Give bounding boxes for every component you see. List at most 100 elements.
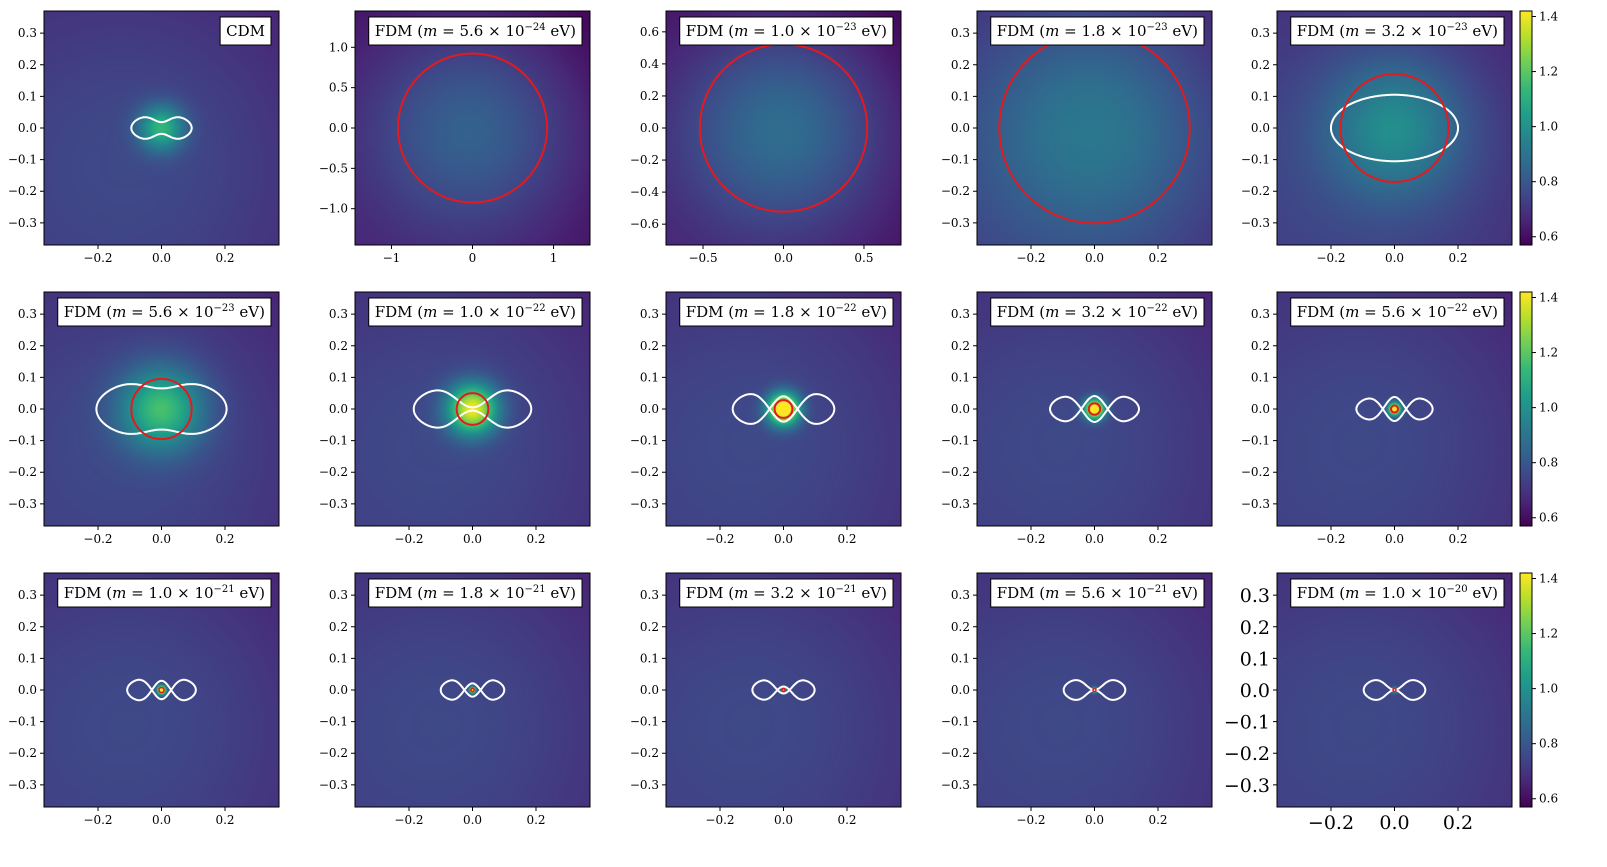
y-tick-label: 0.2 — [951, 58, 970, 72]
panel-14: −0.2 0.0 0.2 −0.3 −0.2 −0.1 0.0 0.1 0.2 0.3 FDM (m… — [941, 572, 1213, 827]
y-tick-label: −0.3 — [8, 778, 37, 792]
x-tick-label: 0.2 — [1148, 532, 1167, 546]
panel-15: −0.2 0.0 0.2 −0.3 −0.2 −0.1 0.0 0.1 0.2 0.3 FDM (m… — [1224, 572, 1513, 834]
halo-contour — [1355, 396, 1434, 422]
halo-contour — [1362, 679, 1427, 701]
x-tick-label: 0.0 — [774, 813, 793, 827]
x-tick-label: 0.2 — [1148, 813, 1167, 827]
x-tick-label: −0.2 — [705, 813, 734, 827]
y-tick-label: 1.0 — [329, 40, 348, 54]
y-tick-label: −0.2 — [630, 746, 659, 760]
colorbar-tick-label: 1.4 — [1539, 291, 1558, 305]
y-tick-label: 0.1 — [18, 89, 37, 103]
density-map — [355, 292, 590, 526]
x-tick-label: 0.2 — [837, 532, 856, 546]
panel-label: FDM (m = 3.2 × 10−22 eV) — [990, 297, 1205, 327]
density-map — [1277, 292, 1512, 526]
x-tick-label: −0.2 — [83, 532, 112, 546]
y-tick-label: 0.0 — [1251, 402, 1270, 416]
core-radius-circle — [1092, 687, 1097, 693]
panel-7: −0.2 0.0 0.2 −0.3 −0.2 −0.1 0.0 0.1 0.2 0.3 FDM (m… — [319, 291, 591, 546]
x-tick-label: 0.0 — [152, 532, 171, 546]
core-radius-circle — [1087, 402, 1102, 416]
x-tick-label: 0.0 — [463, 532, 482, 546]
panel-1: −0.2 0.0 0.2 −0.3 −0.2 −0.1 0.0 0.1 0.2 0.3 CDM — [8, 10, 280, 265]
panel-12: −0.2 0.0 0.2 −0.3 −0.2 −0.1 0.0 0.1 0.2 0.3 FDM (m… — [319, 572, 591, 827]
core-radius-circle — [455, 392, 490, 426]
x-tick-label: 0.2 — [215, 251, 234, 265]
y-tick-label: 0.3 — [1240, 585, 1270, 607]
panel-4: −0.2 0.0 0.2 −0.3 −0.2 −0.1 0.0 0.1 0.2 0.3 FDM (m… — [941, 10, 1213, 265]
x-tick-label: 0.0 — [1085, 813, 1104, 827]
colorbar-3: 0.6 0.8 1.0 1.2 1.4 — [1519, 572, 1558, 808]
y-tick-label: 0.4 — [640, 57, 659, 71]
svg-text:FDM (m = 1.0 × 10−23 eV): FDM (m = 1.0 × 10−23 eV) — [686, 22, 887, 40]
colorbar-tick-label: 1.0 — [1539, 682, 1558, 696]
y-tick-label: −0.3 — [630, 778, 659, 792]
y-tick-label: 0.3 — [951, 307, 970, 321]
y-tick-label: −0.1 — [630, 715, 659, 729]
svg-text:FDM (m = 1.8 × 10−21 eV): FDM (m = 1.8 × 10−21 eV) — [375, 584, 576, 602]
panel-label: FDM (m = 1.8 × 10−22 eV) — [679, 297, 894, 327]
y-tick-label: −0.5 — [319, 161, 348, 175]
y-tick-label: 0.0 — [18, 683, 37, 697]
svg-text:FDM (m = 3.2 × 10−23 eV): FDM (m = 3.2 × 10−23 eV) — [1297, 22, 1498, 40]
x-tick-label: 0.2 — [837, 813, 856, 827]
panel-label: FDM (m = 1.0 × 10−22 eV) — [368, 297, 583, 327]
core-radius-circle — [773, 399, 794, 419]
colorbar-tick-label: 1.2 — [1539, 346, 1558, 360]
panel-3: −0.5 0.0 0.5 −0.6 −0.4 −0.2 0.0 0.2 0.4 0.6 FDM (m… — [630, 10, 902, 265]
core-radius-circle — [1390, 404, 1399, 414]
y-tick-label: 0.1 — [1240, 648, 1270, 670]
x-tick-label: −1 — [383, 251, 401, 265]
colorbar-tick-label: 1.2 — [1539, 65, 1558, 79]
y-tick-label: −0.3 — [319, 497, 348, 511]
y-tick-label: −1.0 — [319, 202, 348, 216]
y-tick-label: 0.2 — [640, 339, 659, 353]
y-tick-label: −0.2 — [1241, 184, 1270, 198]
svg-text:FDM (m = 5.6 × 10−22 eV): FDM (m = 5.6 × 10−22 eV) — [1297, 303, 1498, 321]
y-tick-label: −0.3 — [1241, 216, 1270, 230]
halo-contour — [751, 679, 816, 701]
y-tick-label: 0.2 — [1251, 339, 1270, 353]
y-tick-label: 0.3 — [951, 26, 970, 40]
y-tick-label: −0.4 — [630, 185, 660, 199]
y-tick-label: 0.3 — [1251, 26, 1270, 40]
colorbar-tick-label: 1.4 — [1539, 10, 1558, 24]
colorbar-1: 0.6 0.8 1.0 1.2 1.4 — [1519, 10, 1558, 246]
x-tick-label: 0.2 — [215, 813, 234, 827]
y-tick-label: 0.1 — [329, 651, 348, 665]
y-tick-label: −0.3 — [319, 778, 348, 792]
x-tick-label: 0.2 — [526, 532, 545, 546]
x-tick-label: 0.2 — [1448, 532, 1467, 546]
y-tick-label: −0.2 — [8, 184, 37, 198]
halo-contour — [1062, 679, 1127, 701]
density-map — [355, 11, 590, 245]
y-tick-label: 0.2 — [951, 620, 970, 634]
y-tick-label: 0.2 — [640, 89, 659, 103]
panel-label: CDM — [219, 16, 272, 46]
y-tick-label: 0.2 — [329, 620, 348, 634]
x-tick-label: 1 — [550, 251, 558, 265]
svg-text:FDM (m = 1.8 × 10−22 eV): FDM (m = 1.8 × 10−22 eV) — [686, 303, 887, 321]
core-radius-circle — [1339, 73, 1450, 183]
y-tick-label: 0.1 — [329, 370, 348, 384]
panel-label: FDM (m = 1.8 × 10−21 eV) — [368, 578, 583, 608]
x-tick-label: 0.0 — [1385, 532, 1404, 546]
y-tick-label: −0.3 — [1224, 775, 1270, 797]
panel-label: FDM (m = 1.0 × 10−21 eV) — [57, 578, 272, 608]
y-tick-label: 0.2 — [18, 58, 37, 72]
core-radius-circle — [470, 687, 475, 693]
svg-text:FDM (m = 5.6 × 10−24 eV): FDM (m = 5.6 × 10−24 eV) — [375, 22, 576, 40]
y-tick-label: 0.3 — [329, 307, 348, 321]
x-tick-label: −0.2 — [1016, 251, 1045, 265]
colorbar-gradient — [1519, 291, 1533, 527]
halo-contour — [439, 679, 506, 701]
y-tick-label: −0.2 — [319, 465, 348, 479]
colorbar-tick-label: 1.0 — [1539, 120, 1558, 134]
halo-contour — [731, 393, 836, 425]
y-tick-label: 0.1 — [18, 651, 37, 665]
y-tick-label: 0.0 — [640, 121, 659, 135]
core-radius-circle — [130, 377, 193, 441]
y-tick-label: −0.2 — [8, 746, 37, 760]
